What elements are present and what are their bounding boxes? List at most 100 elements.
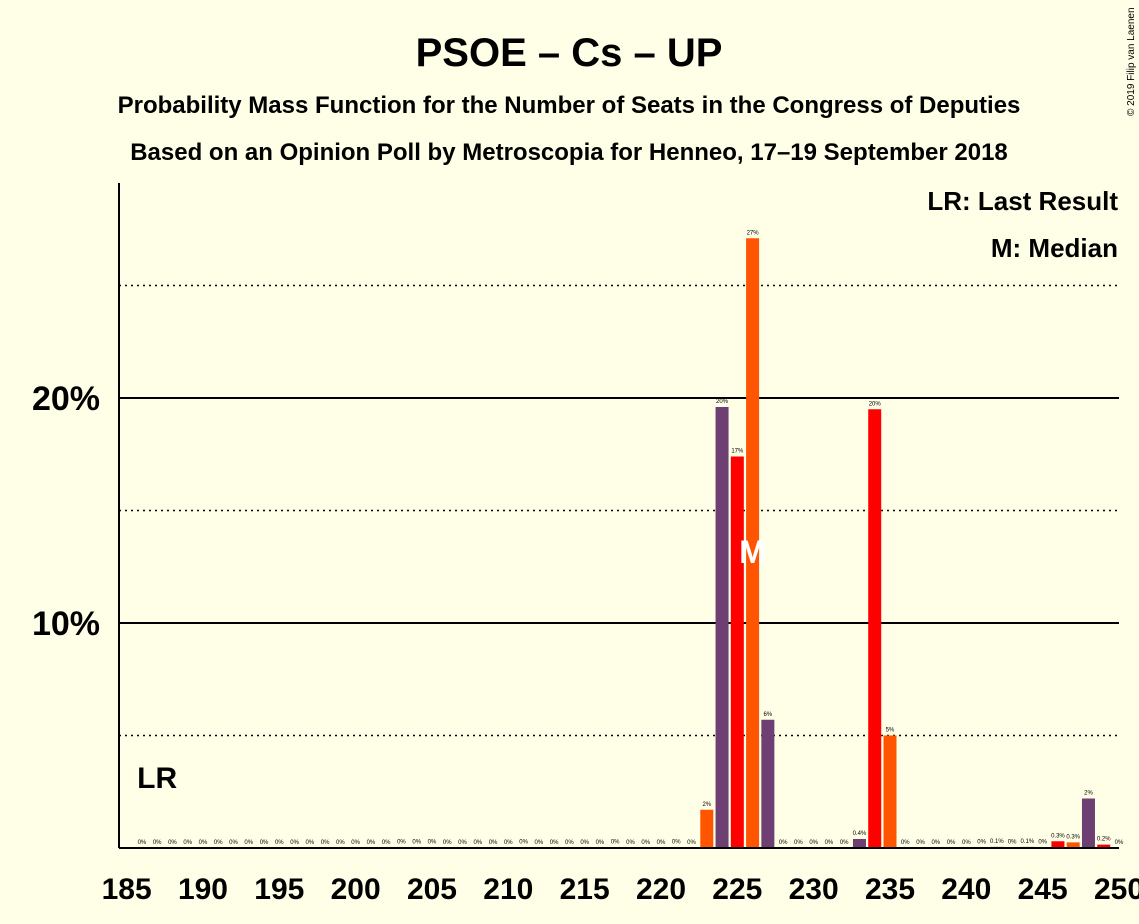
bar-label-seat-212: 0% [535, 840, 544, 846]
bar-label-seat-194: 0% [260, 840, 269, 846]
bar-label-seat-188: 0% [168, 840, 177, 846]
bar-seat-235 [883, 735, 897, 848]
bar-label-seat-205: 0% [428, 840, 437, 846]
x-tick-label-6: 215 [560, 873, 610, 906]
bar-seat-234 [868, 409, 882, 848]
bar-label-seat-250: 0% [1115, 840, 1124, 846]
bar-label-seat-234: 20% [869, 401, 882, 407]
x-tick-label-2: 195 [254, 873, 304, 906]
copyright-note: © 2019 Filip van Laenen [1126, 7, 1137, 116]
bar-label-seat-211: 0% [519, 840, 528, 846]
bar-label-seat-207: 0% [458, 840, 467, 846]
bar-label-seat-240: 0% [962, 840, 971, 846]
bar-label-seat-203: 0% [397, 840, 406, 846]
y-tick-label-1: 20% [32, 380, 100, 418]
bar-label-seat-228: 0% [779, 840, 788, 846]
chart-subtitle-1: Probability Mass Function for the Number… [118, 92, 1021, 119]
bar-label-seat-235: 5% [886, 728, 895, 734]
bar-label-seat-202: 0% [382, 840, 391, 846]
x-tick-label-11: 240 [941, 873, 991, 906]
bar-label-seat-206: 0% [443, 840, 452, 846]
x-tick-label-3: 200 [331, 873, 381, 906]
bar-label-seat-197: 0% [306, 840, 315, 846]
x-tick-label-5: 210 [483, 873, 533, 906]
bar-label-seat-236: 0% [901, 840, 910, 846]
bar-label-seat-221: 0% [672, 840, 681, 846]
bar-label-seat-189: 0% [183, 840, 192, 846]
bar-label-seat-223: 2% [702, 802, 711, 808]
bar-label-seat-249: 0.2% [1097, 837, 1111, 843]
bar-label-seat-230: 0% [809, 840, 818, 846]
bar-seat-223 [700, 809, 714, 848]
bar-label-seat-187: 0% [153, 840, 162, 846]
bar-label-seat-195: 0% [275, 840, 284, 846]
legend-last-result: LR: Last Result [927, 186, 1118, 216]
bar-label-seat-225: 17% [731, 449, 744, 455]
bar-seat-224 [715, 407, 729, 848]
bar-seat-233 [852, 839, 866, 848]
x-tick-label-7: 220 [636, 873, 686, 906]
bar-value-labels: 0% 0% 0% 0% 0% 0% 0% 0% 0% 0% 0% 0% 0% 0% 0% 0% 0% 0% 0% 0%… [138, 230, 1124, 846]
bar-label-seat-239: 0% [947, 840, 956, 846]
bar-label-seat-241: 0% [977, 839, 986, 845]
bar-label-seat-210: 0% [504, 840, 513, 846]
y-tick-label-0: 10% [32, 605, 100, 643]
x-tick-label-9: 230 [789, 873, 839, 906]
bar-label-seat-199: 0% [336, 840, 345, 846]
bar-label-seat-238: 0% [931, 840, 940, 846]
bar-label-seat-190: 0% [199, 840, 208, 846]
bar-label-seat-209: 0% [489, 840, 498, 846]
x-axis-ticks: 185 190 195 200 205 210 215 220 225 230 235 240 245 2… [102, 873, 1139, 906]
bar-label-seat-220: 0% [657, 840, 666, 846]
bar-label-seat-222: 0% [687, 840, 696, 846]
x-tick-label-12: 245 [1018, 873, 1068, 906]
bar-label-seat-231: 0% [825, 840, 834, 846]
chart-title: PSOE – Cs – UP [416, 31, 723, 75]
bar-label-seat-198: 0% [321, 840, 330, 846]
bar-label-seat-204: 0% [412, 840, 421, 846]
bar-label-seat-246: 0.3% [1051, 833, 1065, 839]
x-tick-label-4: 205 [407, 873, 457, 906]
x-tick-label-8: 225 [712, 873, 762, 906]
bar-seat-225 [730, 456, 744, 848]
bar-label-seat-245: 0% [1038, 840, 1047, 846]
bar-label-seat-218: 0% [626, 840, 635, 846]
bar-label-seat-196: 0% [290, 840, 299, 846]
bar-label-seat-233: 0.4% [853, 831, 867, 837]
last-result-marker: LR [137, 762, 177, 795]
bar-label-seat-191: 0% [214, 840, 223, 846]
bar-seat-246 [1051, 841, 1065, 848]
legend-median: M: Median [991, 233, 1118, 263]
gridlines [119, 284, 1119, 737]
bar-label-seat-248: 2% [1084, 791, 1093, 797]
x-tick-label-13: 250 [1094, 873, 1139, 906]
bar-label-seat-237: 0% [916, 840, 925, 846]
bar-seat-247 [1066, 842, 1080, 848]
bar-label-seat-247: 0.3% [1066, 834, 1080, 840]
bar-label-seat-186: 0% [138, 840, 147, 846]
bar-label-seat-232: 0% [840, 840, 849, 846]
bar-label-seat-224: 20% [716, 399, 729, 405]
median-marker: M [739, 534, 766, 570]
bar-label-seat-243: 0% [1008, 840, 1017, 846]
bar-label-seat-193: 0% [244, 840, 253, 846]
bar-seat-226 [746, 238, 760, 848]
x-tick-label-10: 235 [865, 873, 915, 906]
bar-label-seat-227: 6% [764, 712, 773, 718]
bar-label-seat-208: 0% [473, 840, 482, 846]
x-tick-label-0: 185 [102, 873, 152, 906]
bar-seat-249 [1097, 844, 1111, 848]
bar-seat-248 [1081, 798, 1095, 848]
bar-label-seat-201: 0% [367, 840, 376, 846]
bar-label-seat-216: 0% [596, 840, 605, 846]
bar-label-seat-217: 0% [611, 840, 620, 846]
bar-seat-227 [761, 719, 775, 848]
bar-label-seat-215: 0% [580, 840, 589, 846]
bar-label-seat-200: 0% [351, 840, 360, 846]
y-axis-ticks: 10% 20% [32, 380, 100, 643]
bar-label-seat-226: 27% [747, 230, 760, 236]
x-tick-label-1: 190 [178, 873, 228, 906]
chart-subtitle-2: Based on an Opinion Poll by Metroscopia … [130, 139, 1008, 166]
bar-label-seat-213: 0% [550, 840, 559, 846]
